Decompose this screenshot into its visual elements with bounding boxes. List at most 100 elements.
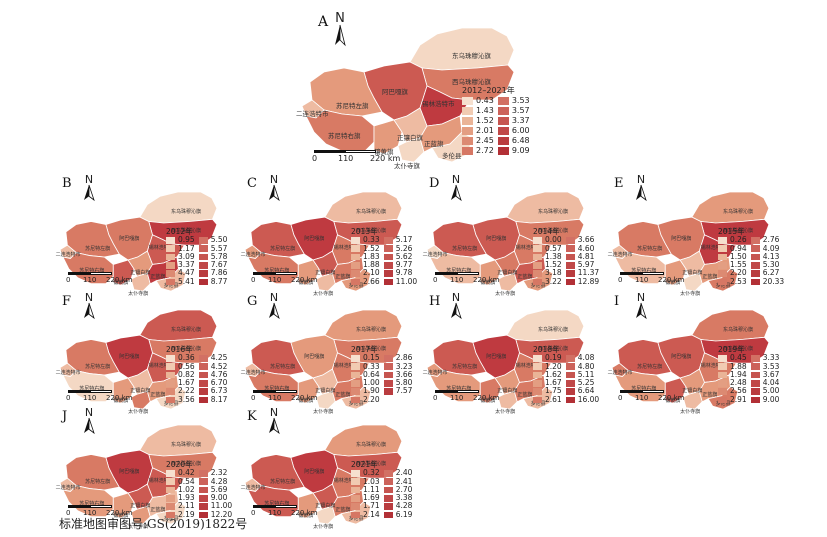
legend-value: 4.81 [577, 251, 595, 261]
legend-item: 0.64 [351, 370, 380, 379]
region-name-label: 正蓝旗 [150, 392, 166, 399]
region-name-label: 正镶白旗 [315, 269, 336, 276]
legend-swatch [198, 363, 208, 370]
region-0 [409, 27, 515, 71]
legend-swatch [750, 388, 760, 395]
legend-item: 2.45 [462, 136, 494, 146]
region-name-label: 太仆寺旗 [495, 408, 516, 415]
region-name-label: 镶黄旗 [665, 398, 681, 405]
legend-item: 3.09 [166, 252, 195, 261]
scale-label: 110 [450, 276, 464, 284]
legend-value: 3.18 [545, 268, 562, 278]
legend-swatch [565, 363, 575, 370]
scale-label: 0 [66, 394, 71, 402]
region-name-label: 东乌珠穆沁旗 [171, 327, 202, 334]
choropleth-map [59, 191, 218, 292]
legend-item: 9.78 [383, 269, 417, 277]
scale-label: 110 [635, 276, 649, 284]
legend-title: 2012年 [166, 227, 193, 236]
legend-value: 4.08 [577, 353, 595, 363]
region-name-label: 苏尼特右旗 [79, 267, 104, 274]
legend-swatch [351, 470, 360, 477]
region-name-label: 镶黄旗 [374, 148, 394, 156]
scale-bar: 0 110 220 km [251, 272, 337, 288]
legend-swatch [198, 478, 208, 485]
region-name-label: 多伦县 [442, 152, 462, 160]
legend-item: 4.04 [750, 378, 779, 387]
region-name-label: 镶黄旗 [113, 280, 129, 287]
region-name-label: 苏尼特左旗 [270, 246, 296, 253]
legend-item: 0.15 [351, 353, 380, 362]
region-name-label: 二连浩特市 [55, 485, 81, 492]
region-name-label: 正镶白旗 [315, 387, 336, 394]
legend-swatch [351, 371, 360, 379]
legend-swatch [565, 237, 575, 244]
legend-item: 2.91 [718, 395, 747, 404]
legend-swatch [166, 245, 175, 252]
region-name-label: 苏尼特左旗 [452, 246, 478, 253]
region-name-label: 苏尼特左旗 [637, 246, 663, 253]
legend-swatch [166, 478, 175, 485]
region-name-label: 东乌珠穆沁旗 [356, 442, 387, 449]
north-arrow-icon: N [267, 292, 281, 322]
legend-item: 6.73 [198, 387, 227, 395]
panel-label: E [614, 176, 624, 191]
scale-bar: 0 110 220 km [433, 272, 519, 288]
legend-value: 5.00 [762, 386, 780, 396]
legend-swatch [383, 371, 393, 379]
legend-item: 5.78 [198, 252, 227, 261]
region-name-label: 阿巴嘎旗 [671, 353, 692, 360]
legend-item: 5.00 [750, 386, 780, 396]
region-name-label: 镶黄旗 [480, 398, 496, 405]
legend: 2015年 0.26 0.94 1.50 1.55 2.20 2.53 2.76 4.09 4.1… [718, 227, 788, 286]
scale-label: 220 km [473, 394, 500, 402]
panel-label: D [429, 176, 440, 191]
legend-swatch [166, 380, 175, 387]
region-name-label: 正镶白旗 [130, 502, 151, 509]
legend-value: 6.70 [210, 378, 228, 388]
legend-item: 2.10 [351, 269, 380, 277]
scale-bar: 0 110 220 km [312, 150, 416, 166]
legend-value: 2.20 [363, 394, 380, 404]
region-name-label: 二连浩特市 [422, 252, 448, 259]
legend-swatch [565, 278, 575, 286]
legend-value: 2.72 [476, 146, 494, 155]
region-name-label: 二连浩特市 [607, 252, 633, 259]
legend-value: 9.09 [511, 146, 530, 155]
legend-swatch [718, 355, 727, 362]
legend-item: 11.00 [383, 277, 417, 286]
legend-value: 1.83 [363, 251, 380, 261]
region-name-label: 东乌珠穆沁旗 [356, 209, 387, 216]
region-name-label: 锡林浩特市 [148, 362, 174, 369]
region-name-label: 阿巴嘎旗 [119, 353, 140, 360]
legend-value: 9.00 [762, 394, 780, 404]
legend-swatch [497, 127, 509, 135]
legend-swatch [166, 495, 175, 502]
legend-item: 16.00 [565, 395, 599, 404]
legend-swatch [565, 380, 575, 387]
legend-item: 11.37 [565, 269, 599, 277]
legend-item: 4.08 [565, 353, 599, 363]
panel-label: J [62, 409, 68, 424]
legend-value: 1.00 [363, 378, 380, 388]
legend-value: 3.53 [511, 96, 530, 105]
legend-value: 6.64 [577, 386, 595, 396]
legend-value: 1.17 [178, 243, 195, 253]
region-name-label: 苏尼特右旗 [328, 132, 361, 140]
legend-item: 5.62 [383, 252, 417, 261]
legend-item: 5.80 [383, 378, 412, 387]
north-label: N [636, 291, 646, 304]
region-name-label: 多伦县 [348, 283, 364, 290]
legend-swatch [718, 245, 727, 252]
region-name-label: 苏尼特右旗 [264, 267, 289, 274]
legend-item: 5.30 [750, 260, 784, 269]
legend-value: 5.17 [395, 235, 413, 245]
legend-item: 8.17 [198, 395, 227, 404]
legend-value: 0.56 [178, 361, 195, 371]
legend-swatch [166, 355, 175, 362]
legend-item: 1.62 [533, 370, 562, 379]
north-arrow-icon: N [449, 174, 463, 204]
north-arrow-icon: N [82, 174, 96, 204]
region-name-label: 苏尼特左旗 [85, 364, 111, 371]
legend-item: 6.27 [750, 269, 784, 277]
